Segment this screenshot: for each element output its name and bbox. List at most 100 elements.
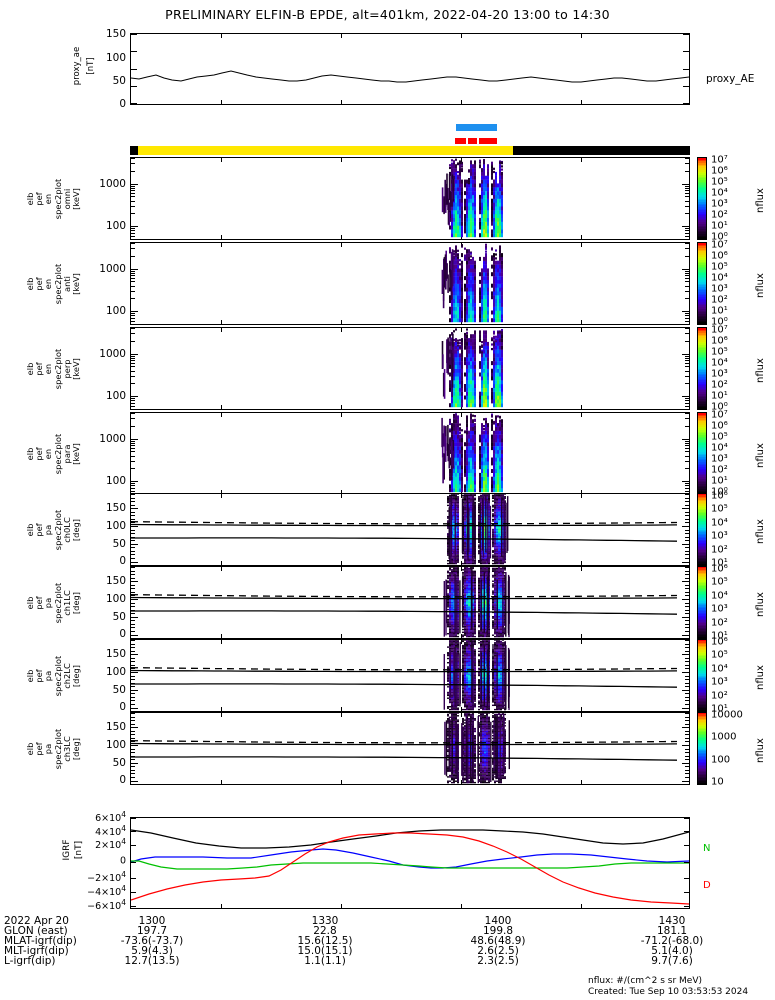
xtick-mark	[341, 243, 342, 247]
ytick-mark	[131, 693, 135, 695]
colorbar-slice	[698, 709, 706, 712]
colorbar-slice	[698, 562, 706, 565]
ytick-igrf-6: −6×104	[87, 897, 126, 913]
ylabel-pa-ch1lc-word: [deg]	[71, 591, 81, 614]
ytick-mark	[685, 285, 689, 287]
colorbar-slice	[698, 533, 706, 537]
ytick-mark	[685, 734, 689, 736]
ytick-mark	[685, 340, 689, 342]
colorbar-slice	[698, 283, 706, 286]
colorbar-slice	[698, 346, 706, 349]
ytick-en-perp-100: 100	[105, 390, 126, 403]
ytick-mark	[131, 383, 135, 385]
colorbar-slice	[698, 662, 706, 665]
ytick-mark	[685, 776, 689, 778]
colorbar-slice	[698, 514, 706, 517]
colorbar-slice	[698, 183, 706, 186]
ytick-mark	[131, 511, 135, 513]
colorbar-title: nflux	[755, 442, 766, 468]
ytick-mark	[131, 413, 135, 414]
ytick-mark	[131, 696, 135, 698]
ytick-mark	[685, 370, 689, 372]
colorbar-slice	[698, 490, 706, 493]
colorbar-slice	[698, 193, 706, 196]
ytick-mark	[131, 328, 135, 329]
colorbar-slice	[698, 213, 706, 217]
colorbar-slice	[698, 295, 706, 298]
ytick-mark	[131, 278, 135, 280]
colorbar-slice	[698, 699, 706, 702]
ytick-mark	[685, 638, 689, 639]
colorbar-slice	[698, 446, 706, 450]
colorbar-slice	[698, 261, 706, 264]
ytick-mark	[131, 460, 135, 462]
ytick-mark	[131, 440, 135, 442]
colorbar-slice	[698, 339, 706, 343]
colorbar-slice	[698, 693, 706, 696]
colorbar-slice	[698, 382, 706, 385]
xtick-mark	[221, 235, 222, 239]
colorbar-slice	[698, 769, 706, 772]
ytick-mark	[685, 606, 689, 608]
ytick-mark	[131, 581, 138, 583]
ytick-mark	[131, 366, 135, 368]
ytick-mark	[685, 730, 689, 732]
spectrogram-data	[441, 158, 503, 238]
colorbar-slice	[698, 472, 706, 475]
colorbar-slice	[698, 675, 706, 678]
colorbar-slice	[698, 654, 706, 657]
colorbar-slice	[698, 508, 706, 511]
colorbar-slice	[698, 647, 706, 650]
ytick-mark	[131, 235, 135, 237]
ytick-mark	[685, 425, 689, 427]
colorbar-slice	[698, 461, 706, 465]
ytick-mark	[131, 508, 138, 510]
colorbar-slice	[698, 528, 706, 531]
ytick-mark	[131, 598, 138, 600]
colorbar-slice	[698, 660, 706, 663]
colorbar-slice	[698, 291, 706, 295]
ytick-mark	[131, 418, 135, 420]
ytick-mark	[685, 248, 689, 250]
colorbar-slice	[698, 590, 706, 593]
ytick-en-omni-1000: 1000	[99, 177, 126, 190]
ytick-mark	[685, 664, 689, 666]
colorbar-slice	[698, 376, 706, 380]
ytick-mark	[131, 720, 135, 722]
ytick-mark	[131, 769, 135, 771]
ytick-mark	[131, 170, 135, 172]
ytick-mark	[685, 650, 689, 652]
ytick-mark	[131, 370, 135, 372]
colorbar-title: nflux	[755, 664, 766, 690]
xtick-mark	[221, 413, 222, 417]
xaxis-value-glon-0: 197.7	[136, 925, 168, 937]
colorbar-slice	[698, 318, 706, 322]
colorbar-slice	[698, 691, 706, 694]
colorbar-slice	[698, 779, 706, 782]
xaxis-value-mlat-igrf-0: -73.6(-73.7)	[120, 935, 184, 947]
colorbar-label: 10⁶	[711, 250, 728, 262]
pitchangle-data	[131, 713, 678, 784]
ytick-mark	[682, 561, 689, 563]
colorbar-slice	[698, 530, 706, 534]
ytick-mark	[685, 693, 689, 695]
colorbar-slice	[698, 343, 706, 346]
colorbar-en-perp	[697, 327, 707, 410]
xtick-mark	[221, 780, 222, 784]
xaxis-row-label-l-igrf: L-igrf(dip)	[4, 955, 56, 967]
colorbar-slice	[698, 190, 706, 193]
ytick-mark	[685, 588, 689, 590]
colorbar-slice	[698, 222, 706, 225]
ytick-mark	[131, 689, 138, 691]
xtick-mark	[461, 640, 462, 644]
ytick-mark	[131, 483, 135, 485]
xtick-mark	[221, 561, 222, 565]
xtick-mark	[581, 490, 582, 494]
ytick-en-anti-100: 100	[105, 305, 126, 318]
xaxis-value-mlt-igrf-1: 15.0(15.1)	[297, 945, 353, 957]
colorbar-slice	[698, 761, 706, 764]
xtick-mark	[341, 567, 342, 571]
colorbar-slice	[698, 331, 706, 334]
ytick-mark	[131, 402, 135, 404]
ytick-mark	[682, 634, 689, 636]
